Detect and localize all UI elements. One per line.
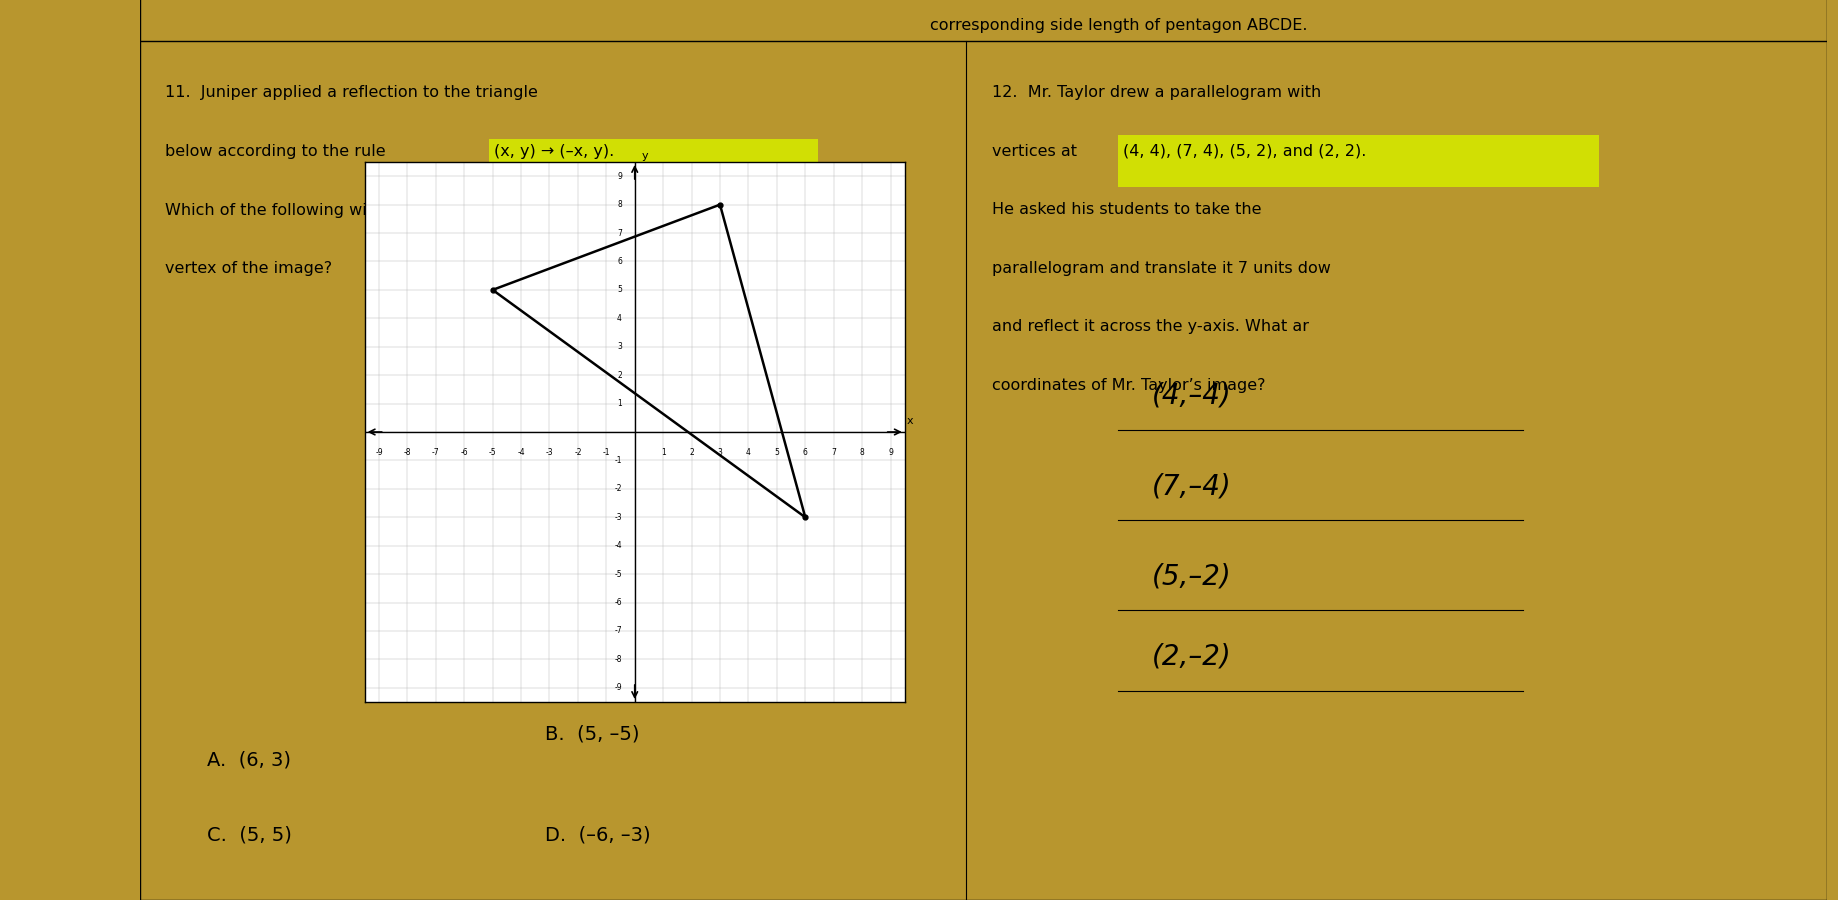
Text: 12.  Mr. Taylor drew a parallelogram with: 12. Mr. Taylor drew a parallelogram with xyxy=(993,86,1322,101)
Text: -3: -3 xyxy=(614,513,621,522)
Text: vertex of the image?: vertex of the image? xyxy=(165,261,333,276)
Text: -8: -8 xyxy=(614,655,621,664)
Text: -4: -4 xyxy=(614,541,621,550)
Text: -6: -6 xyxy=(460,447,469,456)
FancyBboxPatch shape xyxy=(489,140,818,192)
Text: -5: -5 xyxy=(489,447,496,456)
Text: 7: 7 xyxy=(618,229,621,238)
Text: -7: -7 xyxy=(432,447,439,456)
Text: 5: 5 xyxy=(618,285,621,294)
Text: 4: 4 xyxy=(618,314,621,323)
Text: 5: 5 xyxy=(774,447,779,456)
Text: 2: 2 xyxy=(618,371,621,380)
FancyBboxPatch shape xyxy=(1118,135,1599,187)
Text: -2: -2 xyxy=(573,447,581,456)
Text: (7,–4): (7,–4) xyxy=(1152,472,1231,500)
Text: -9: -9 xyxy=(614,683,621,692)
Text: -5: -5 xyxy=(614,570,621,579)
Text: 8: 8 xyxy=(618,200,621,209)
Text: C.  (5, 5): C. (5, 5) xyxy=(208,825,292,845)
Text: 7: 7 xyxy=(831,447,836,456)
Text: -2: -2 xyxy=(614,484,621,493)
Text: 3: 3 xyxy=(717,447,722,456)
Text: 6: 6 xyxy=(618,257,621,266)
Text: 9: 9 xyxy=(888,447,893,456)
Text: y: y xyxy=(641,151,649,161)
Text: Which of the following will be the bottom: Which of the following will be the botto… xyxy=(165,202,496,218)
Text: B.  (5, –5): B. (5, –5) xyxy=(544,724,640,743)
Text: 3: 3 xyxy=(618,342,621,351)
Text: 2: 2 xyxy=(689,447,695,456)
Text: 6: 6 xyxy=(803,447,807,456)
Text: 9: 9 xyxy=(618,172,621,181)
Text: A.  (6, 3): A. (6, 3) xyxy=(208,751,290,770)
Text: vertices at: vertices at xyxy=(993,144,1083,159)
Text: -1: -1 xyxy=(603,447,610,456)
Text: -8: -8 xyxy=(404,447,412,456)
Text: (4,–4): (4,–4) xyxy=(1152,382,1231,410)
Text: (4, 4), (7, 4), (5, 2), and (2, 2).: (4, 4), (7, 4), (5, 2), and (2, 2). xyxy=(1123,144,1367,159)
Text: 8: 8 xyxy=(860,447,864,456)
Text: corresponding side length of pentagon ABCDE.: corresponding side length of pentagon AB… xyxy=(930,18,1307,32)
Text: -4: -4 xyxy=(516,447,526,456)
Text: (x, y) → (–x, y).: (x, y) → (–x, y). xyxy=(494,144,614,159)
Text: below according to the rule: below according to the rule xyxy=(165,144,391,159)
Text: -9: -9 xyxy=(375,447,382,456)
Text: -3: -3 xyxy=(546,447,553,456)
Text: 1: 1 xyxy=(618,399,621,408)
Text: and reflect it across the y-axis. What ar: and reflect it across the y-axis. What a… xyxy=(993,320,1309,335)
Text: coordinates of Mr. Taylor’s image?: coordinates of Mr. Taylor’s image? xyxy=(993,378,1265,393)
Text: x: x xyxy=(908,416,913,426)
Text: D.  (–6, –3): D. (–6, –3) xyxy=(544,825,651,845)
Text: parallelogram and translate it 7 units dow: parallelogram and translate it 7 units d… xyxy=(993,261,1331,276)
Text: 11.  Juniper applied a reflection to the triangle: 11. Juniper applied a reflection to the … xyxy=(165,86,539,101)
Text: (5,–2): (5,–2) xyxy=(1152,562,1231,590)
Text: 4: 4 xyxy=(746,447,752,456)
Text: 1: 1 xyxy=(662,447,665,456)
Text: He asked his students to take the: He asked his students to take the xyxy=(993,202,1261,218)
Text: -1: -1 xyxy=(614,456,621,465)
Text: -6: -6 xyxy=(614,598,621,607)
Text: -7: -7 xyxy=(614,626,621,635)
Text: (2,–2): (2,–2) xyxy=(1152,643,1231,671)
